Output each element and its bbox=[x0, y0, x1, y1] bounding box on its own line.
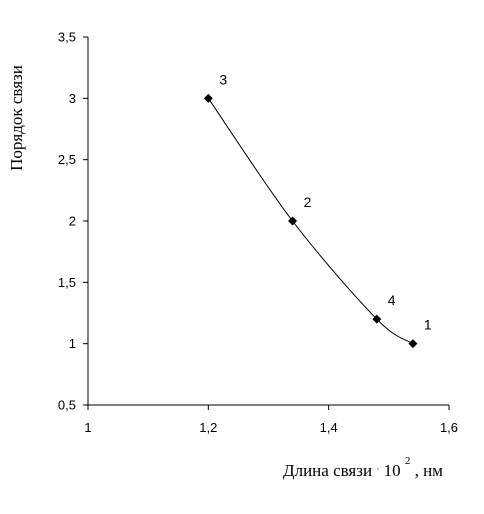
y-tick-label: 3 bbox=[69, 91, 76, 106]
data-point bbox=[288, 216, 298, 226]
data-point-label: 1 bbox=[424, 317, 432, 333]
y-tick-label: 0,5 bbox=[58, 398, 76, 413]
data-point bbox=[203, 93, 213, 103]
y-tick-label: 2,5 bbox=[58, 152, 76, 167]
axes: 0,5 1 1,5 2 2,5 3 3,5 1 1,2 1,4 1,6 bbox=[58, 30, 458, 436]
x-axis-title-suffix: , нм bbox=[415, 461, 444, 480]
x-axis-title-exponent: 2 bbox=[405, 455, 411, 467]
y-tick-label: 1 bbox=[69, 336, 76, 351]
x-tick-label: 1,4 bbox=[320, 420, 338, 435]
y-tick-label: 3,5 bbox=[58, 30, 76, 45]
y-tick-label: 1,5 bbox=[58, 275, 76, 290]
series-line bbox=[207, 98, 414, 345]
y-axis-title: Порядок связи bbox=[7, 65, 26, 171]
data-point-label: 3 bbox=[219, 71, 227, 87]
y-tick-label: 2 bbox=[69, 214, 76, 229]
x-axis-title: Длина связи · 10 2 , нм bbox=[283, 449, 443, 480]
data-point bbox=[408, 339, 418, 349]
x-axis-title-prefix: Длина связи bbox=[283, 461, 376, 480]
x-tick-label: 1 bbox=[84, 420, 91, 435]
x-tick-label: 1,2 bbox=[199, 420, 217, 435]
data-point bbox=[372, 314, 382, 324]
x-tick-label: 1,6 bbox=[440, 420, 458, 435]
data-point-label: 2 bbox=[304, 194, 312, 210]
plot-area: 3 2 4 1 bbox=[203, 71, 432, 349]
x-axis-title-multiplier: · bbox=[376, 464, 379, 474]
data-point-label: 4 bbox=[388, 292, 396, 308]
x-axis-title-base: 10 bbox=[384, 461, 401, 480]
